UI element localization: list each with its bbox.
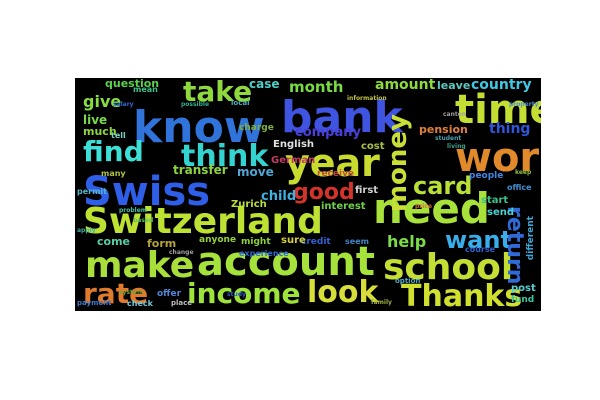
word-post: post — [511, 283, 536, 294]
word-leave: leave — [437, 79, 471, 92]
word-german: German — [271, 155, 316, 166]
word-month: month — [289, 78, 344, 96]
word-tell: tell — [111, 131, 126, 140]
word-know: know — [133, 102, 265, 153]
word-income: income — [187, 277, 301, 310]
word-swiss: Swiss — [83, 169, 211, 215]
word-card: card — [413, 172, 473, 200]
word-option: option — [395, 277, 421, 285]
word-money: money — [383, 114, 413, 213]
word-permit: permit — [77, 187, 107, 196]
word-account: account — [197, 239, 375, 285]
word-send: send — [487, 207, 515, 218]
word-give: give — [83, 92, 122, 111]
word-system: system — [119, 289, 144, 296]
word-sure: sure — [281, 235, 306, 246]
word-mean: mean — [133, 85, 158, 94]
word-move: move — [237, 165, 274, 179]
word-offer: offer — [157, 289, 182, 299]
word-transfer: transfer — [173, 163, 228, 177]
word-experience: experience — [239, 249, 289, 258]
word-charge: charge — [239, 123, 274, 133]
word-apply: apply — [77, 227, 96, 234]
word-english: English — [273, 139, 315, 150]
word-family: family — [371, 299, 392, 306]
word-work: work — [455, 135, 541, 181]
word-study: study — [227, 291, 246, 298]
word-seem: seem — [345, 237, 369, 246]
word-canton: canton — [443, 111, 467, 118]
word-salary: salary — [113, 101, 134, 108]
word-possible: possible — [181, 101, 210, 108]
word-country: country — [471, 78, 532, 93]
word-people: people — [469, 171, 504, 181]
word-time: time — [455, 87, 541, 133]
word-switzerland: Switzerland — [83, 201, 323, 242]
word-much: much — [83, 125, 117, 138]
word-change: change — [169, 249, 194, 256]
word-place: place — [171, 299, 193, 307]
word-good: good — [293, 180, 355, 205]
word-bank: bank — [281, 92, 403, 143]
word-payment: payment — [77, 299, 112, 307]
word-think: think — [181, 139, 269, 174]
word-many: many — [101, 169, 126, 178]
word-thanks: Thanks — [401, 279, 523, 312]
word-want: want — [445, 226, 512, 254]
word-cost: cost — [361, 141, 385, 152]
word-thing: thing — [489, 121, 531, 137]
word-might: might — [241, 237, 271, 247]
word-need: need — [373, 184, 490, 233]
word-check: check — [127, 299, 153, 308]
word-take: take — [183, 78, 253, 108]
word-year: year — [285, 141, 380, 185]
word-find: find — [83, 135, 144, 168]
word-living: living — [447, 143, 466, 150]
word-return: return — [502, 206, 527, 285]
word-rate: rate — [83, 277, 149, 310]
word-anyone: anyone — [199, 235, 237, 245]
word-form: form — [147, 237, 177, 250]
word-course: course — [465, 245, 496, 254]
word-child: child — [261, 189, 297, 204]
word-come: come — [97, 235, 130, 248]
word-fund: fund — [511, 295, 535, 305]
word-cloud: bank know year Swiss Switzerland need wo… — [75, 78, 541, 311]
word-problem: problem — [119, 207, 148, 214]
word-start: start — [481, 195, 509, 206]
word-interest: interest — [321, 201, 366, 212]
word-live: live — [83, 113, 108, 127]
word-keep: keep — [515, 169, 532, 176]
word-first: first — [355, 185, 379, 196]
word-based: based — [133, 217, 154, 224]
word-look: look — [307, 275, 379, 310]
word-zurich: Zurich — [231, 199, 267, 210]
word-company: company — [295, 125, 361, 140]
word-make: make — [85, 245, 195, 286]
word-student: student — [435, 135, 462, 142]
word-local: local — [231, 99, 250, 107]
word-question: question — [105, 78, 160, 90]
word-credit: credit — [301, 237, 331, 247]
word-receive: receive — [317, 169, 355, 179]
word-different: different — [526, 216, 536, 261]
word-price: price — [415, 203, 432, 210]
word-information: information — [347, 95, 387, 102]
word-pension: pension — [419, 123, 468, 136]
word-amount: amount — [375, 78, 436, 93]
word-case: case — [249, 78, 280, 91]
word-property: property — [509, 101, 539, 108]
word-office: office — [507, 183, 532, 192]
word-school: school — [383, 247, 514, 288]
word-help: help — [387, 232, 427, 251]
